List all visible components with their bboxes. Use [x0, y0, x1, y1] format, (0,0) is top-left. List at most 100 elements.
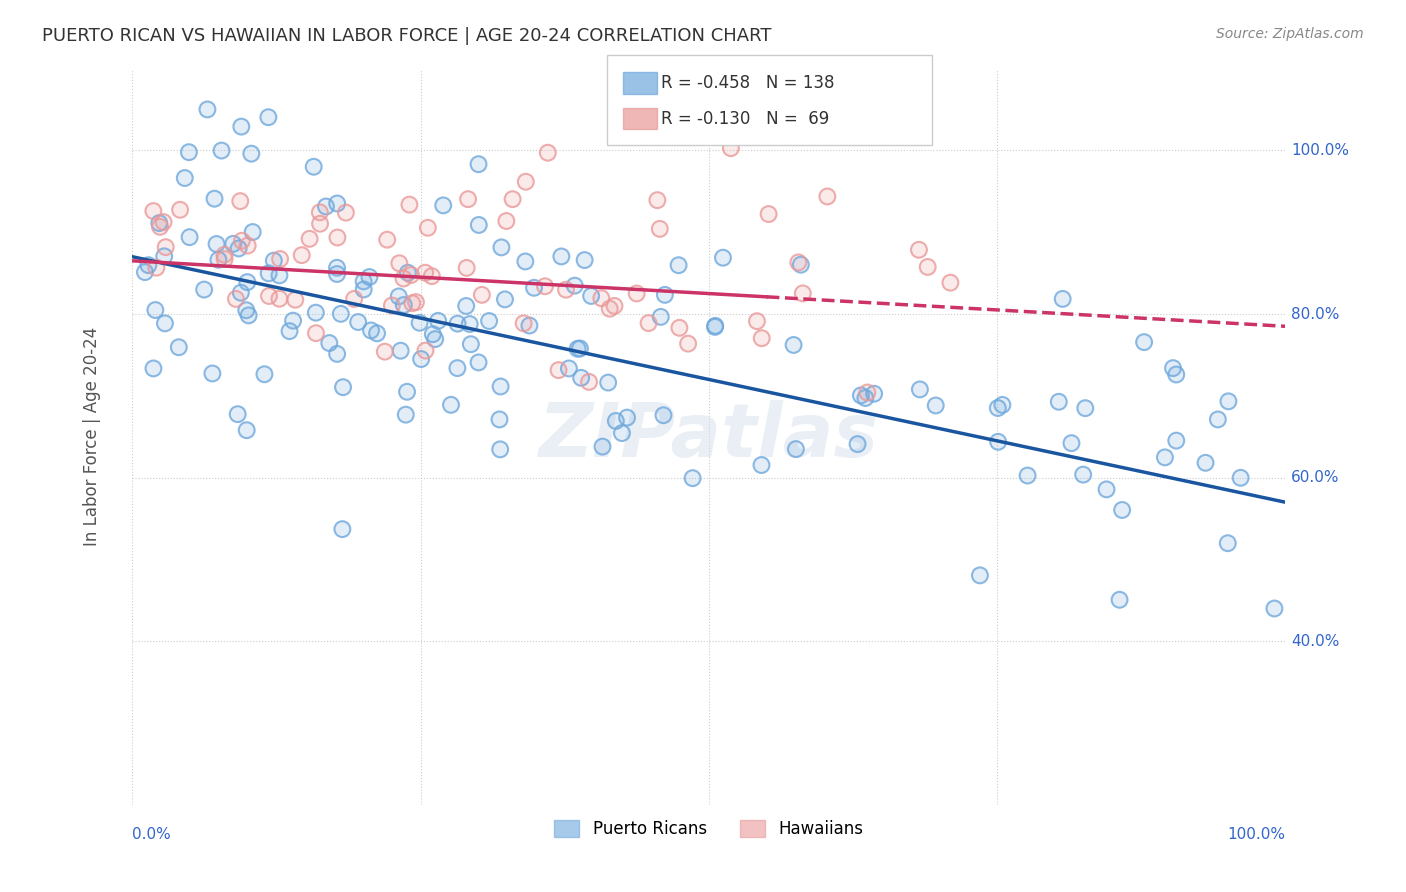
- Point: [169, 202, 191, 217]
- Point: [420, 269, 443, 284]
- Point: [987, 434, 1010, 449]
- Point: [574, 253, 596, 268]
- Point: [309, 205, 332, 219]
- Point: [1071, 467, 1094, 482]
- Point: [335, 205, 357, 219]
- Point: [236, 238, 259, 252]
- Point: [422, 327, 444, 342]
- Point: [422, 327, 444, 342]
- Point: [332, 522, 354, 536]
- Text: R = -0.458   N = 138: R = -0.458 N = 138: [661, 74, 834, 92]
- Point: [374, 344, 396, 359]
- Point: [853, 391, 876, 405]
- Point: [599, 301, 621, 316]
- Point: [353, 274, 375, 288]
- Point: [381, 298, 404, 312]
- Point: [987, 401, 1010, 415]
- Point: [616, 410, 638, 425]
- Point: [238, 309, 260, 323]
- Point: [502, 192, 524, 206]
- Point: [626, 286, 648, 301]
- Point: [704, 319, 727, 334]
- Point: [1095, 483, 1118, 497]
- Point: [226, 407, 249, 421]
- Point: [173, 171, 195, 186]
- Point: [214, 248, 236, 262]
- Point: [654, 288, 676, 302]
- Point: [523, 281, 546, 295]
- Point: [205, 237, 228, 252]
- Point: [616, 410, 638, 425]
- Point: [758, 207, 780, 221]
- Point: [408, 316, 430, 330]
- Point: [682, 471, 704, 485]
- Point: [467, 157, 489, 171]
- Point: [592, 440, 614, 454]
- Point: [318, 336, 340, 351]
- Point: [148, 216, 170, 230]
- Point: [1263, 601, 1285, 615]
- Text: PUERTO RICAN VS HAWAIIAN IN LABOR FORCE | AGE 20-24 CORRELATION CHART: PUERTO RICAN VS HAWAIIAN IN LABOR FORCE …: [42, 27, 772, 45]
- Point: [229, 285, 252, 300]
- Point: [138, 258, 160, 272]
- Point: [222, 236, 245, 251]
- Point: [650, 310, 672, 324]
- Point: [558, 361, 581, 376]
- Point: [415, 343, 437, 358]
- Point: [389, 343, 412, 358]
- Point: [240, 146, 263, 161]
- Legend: Puerto Ricans, Hawaiians: Puerto Ricans, Hawaiians: [548, 813, 870, 845]
- Point: [226, 407, 249, 421]
- Point: [495, 214, 517, 228]
- Point: [751, 458, 773, 472]
- Point: [148, 216, 170, 230]
- Point: [1229, 471, 1251, 485]
- Point: [815, 189, 838, 203]
- Point: [427, 314, 450, 328]
- Point: [214, 252, 236, 266]
- Point: [326, 230, 349, 244]
- Point: [605, 414, 627, 428]
- Point: [458, 317, 481, 331]
- Point: [134, 265, 156, 279]
- Point: [298, 232, 321, 246]
- Point: [523, 281, 546, 295]
- Point: [1206, 412, 1229, 426]
- Point: [515, 175, 537, 189]
- Point: [489, 442, 512, 457]
- Point: [648, 222, 671, 236]
- Point: [329, 307, 352, 321]
- Point: [908, 243, 931, 257]
- Point: [401, 296, 423, 310]
- Point: [149, 219, 172, 234]
- Point: [939, 276, 962, 290]
- Point: [745, 314, 768, 328]
- Point: [751, 331, 773, 345]
- Point: [1154, 450, 1177, 465]
- Point: [468, 218, 491, 232]
- Point: [207, 252, 229, 267]
- Point: [682, 471, 704, 485]
- Point: [1060, 436, 1083, 450]
- Point: [326, 267, 349, 281]
- Point: [846, 437, 869, 451]
- Point: [1017, 468, 1039, 483]
- Point: [353, 282, 375, 296]
- Point: [1166, 368, 1188, 382]
- Point: [574, 253, 596, 268]
- Point: [291, 248, 314, 262]
- Point: [413, 266, 436, 280]
- Point: [591, 291, 613, 305]
- Point: [388, 289, 411, 303]
- Point: [468, 218, 491, 232]
- Point: [411, 352, 433, 367]
- Point: [579, 289, 602, 303]
- Point: [235, 303, 257, 318]
- Point: [399, 268, 422, 282]
- Point: [169, 202, 191, 217]
- Point: [305, 326, 328, 341]
- Point: [1218, 394, 1240, 409]
- Point: [167, 340, 190, 354]
- Point: [360, 323, 382, 337]
- Point: [502, 192, 524, 206]
